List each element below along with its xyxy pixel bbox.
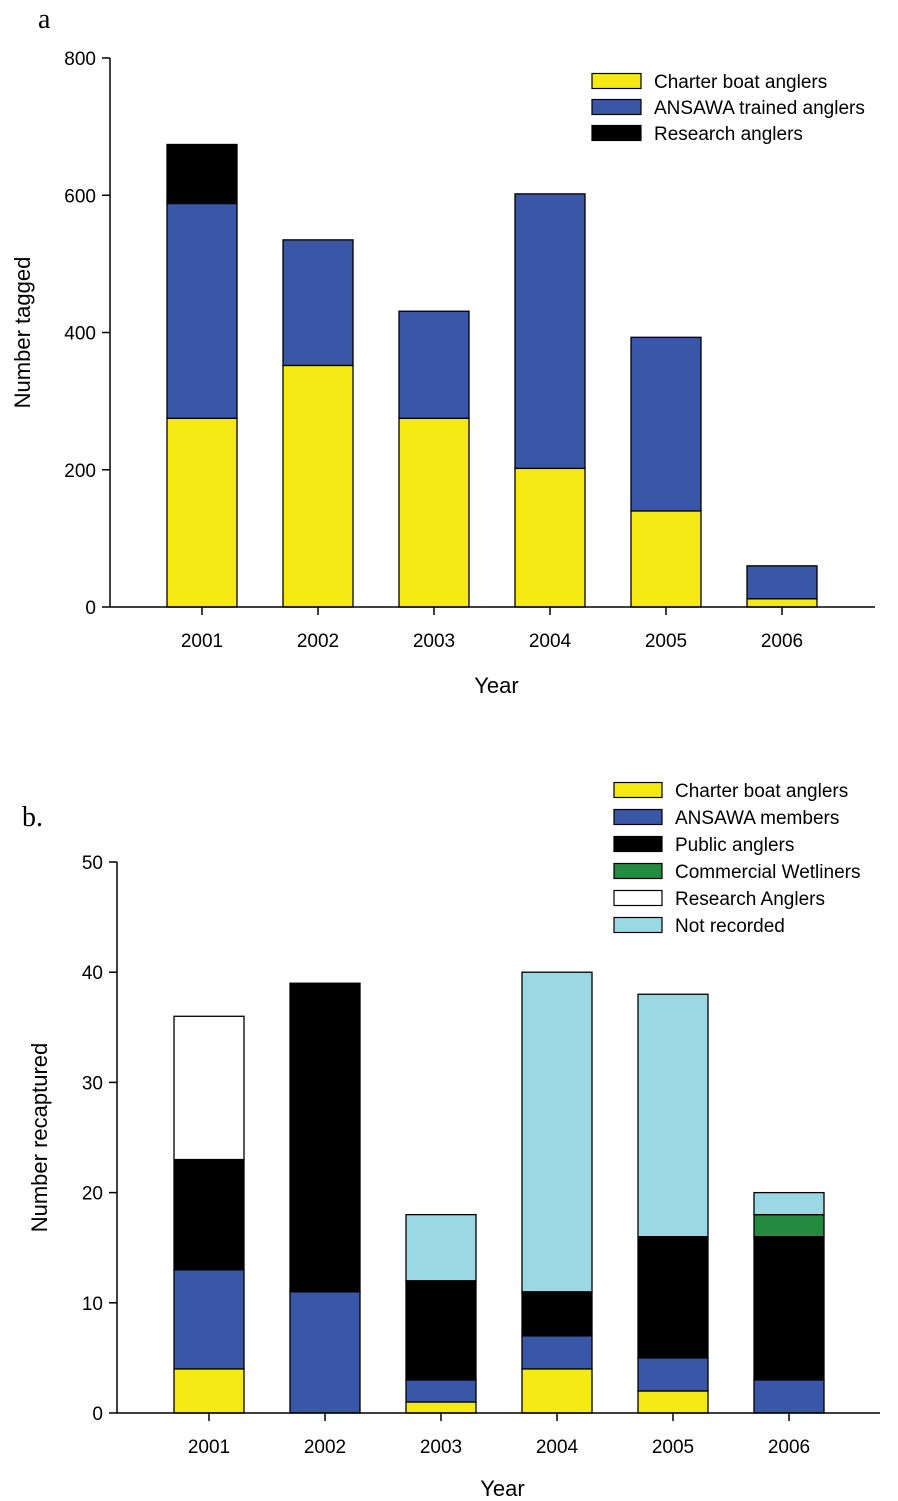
x-tick-label: 2005 [652,1437,694,1458]
bar-segment-2006-1 [746,598,818,608]
legend-swatch [613,781,663,799]
bar-segment-2004-3 [521,1291,593,1337]
x-tick-label: 2003 [420,1437,462,1458]
legend-swatch [613,835,663,853]
y-tick-label: 400 [64,324,96,345]
legend-label: ANSAWA members [675,808,839,829]
x-axis-title: Year [480,1476,524,1501]
legend-label: Not recorded [675,916,785,937]
legend-label: Research anglers [654,124,803,145]
x-tick-label: 2002 [297,631,339,652]
legend-label: Commercial Wetliners [675,862,860,883]
bar-segment-2001-3 [173,1158,245,1271]
x-tick-label: 2003 [413,631,455,652]
x-tick-label: 2004 [529,631,572,652]
bar-segment-2003-1 [398,417,470,608]
legend-swatch [591,98,642,116]
y-tick-label: 20 [82,1184,103,1205]
bar-segment-2003-2 [405,1379,477,1403]
y-tick-label: 0 [92,1404,103,1425]
y-tick-label: 50 [82,853,103,874]
y-tick-label: 600 [64,186,96,207]
x-tick-label: 2006 [768,1437,810,1458]
bar-segment-2005-6 [637,993,709,1238]
chart-panel-a: a 0 200 400 600 800 2001 2002 2003 2004 2005 2006 Nu… [10,4,875,698]
y-tick-label: 10 [82,1294,103,1315]
x-tick-label: 2002 [304,1437,346,1458]
x-axis-title: Year [474,673,518,698]
chart-panel-b: b. 0 10 20 30 40 50 2001 2002 2003 2004 2005 2006 Num… [22,781,880,1501]
bar-segment-2004-1 [521,1368,593,1414]
bar-segment-2006-2 [746,565,818,600]
x-tick-label: 2001 [188,1437,230,1458]
bar-segment-2002-3 [289,982,361,1293]
bar-segment-2006-3 [753,1236,825,1381]
bar-segment-2005-2 [637,1357,709,1392]
bar-segment-2004-2 [514,193,586,470]
legend: Charter boat anglers ANSAWA trained angle… [591,72,865,145]
x-tick-label: 2005 [645,631,687,652]
bar-segment-2006-4 [753,1213,825,1238]
legend-label: ANSAWA trained anglers [654,98,865,119]
bar-segment-2006-2 [753,1379,825,1414]
bar-segment-2001-5 [173,1015,245,1161]
y-tick-label: 800 [64,49,96,70]
legend-swatch [591,72,642,90]
bar-segment-2001-2 [173,1269,245,1370]
legend-label: Charter boat anglers [654,72,827,93]
legend-swatch [613,889,663,907]
bar-segment-2001-2 [166,202,238,419]
y-axis-title: Number tagged [10,257,35,409]
legend-label: Charter boat anglers [675,781,848,802]
bar-segment-2006-6 [753,1191,825,1216]
bar-segment-2002-2 [282,239,354,367]
panel-label: a [38,4,51,35]
legend-swatch [613,916,663,934]
legend-label: Research Anglers [675,889,825,910]
y-tick-label: 200 [64,461,96,482]
bar-segment-2005-1 [637,1390,709,1414]
legend-swatch [613,808,663,826]
panel-label: b. [22,802,43,833]
y-axis-title: Number recaptured [27,1043,52,1233]
bar-segment-2001-3 [166,143,238,205]
bar-segment-2005-2 [630,336,702,512]
bar-segment-2003-3 [405,1280,477,1381]
bar-segment-2005-1 [630,510,702,608]
bar-segment-2005-3 [637,1236,709,1359]
legend: Charter boat anglers ANSAWA members Public… [613,781,860,937]
legend-label: Public anglers [675,835,794,856]
bar-segment-2003-6 [405,1213,477,1282]
bar-segment-2001-1 [173,1368,245,1414]
bar-segment-2003-1 [405,1401,477,1414]
y-tick-label: 40 [82,963,103,984]
bar-segment-2004-6 [521,971,593,1293]
bar-segment-2002-2 [289,1291,361,1414]
legend-swatch [613,862,663,880]
bar-segment-2004-2 [521,1335,593,1370]
y-tick-label: 0 [85,598,96,619]
bar-segment-2003-2 [398,310,470,419]
y-tick-label: 30 [82,1073,103,1094]
x-tick-label: 2001 [181,631,223,652]
bar-segment-2001-1 [166,417,238,608]
x-tick-label: 2004 [536,1437,579,1458]
legend-swatch [591,124,642,142]
bar-segment-2002-1 [282,364,354,608]
x-tick-label: 2006 [761,631,803,652]
bar-segment-2004-1 [514,467,586,608]
